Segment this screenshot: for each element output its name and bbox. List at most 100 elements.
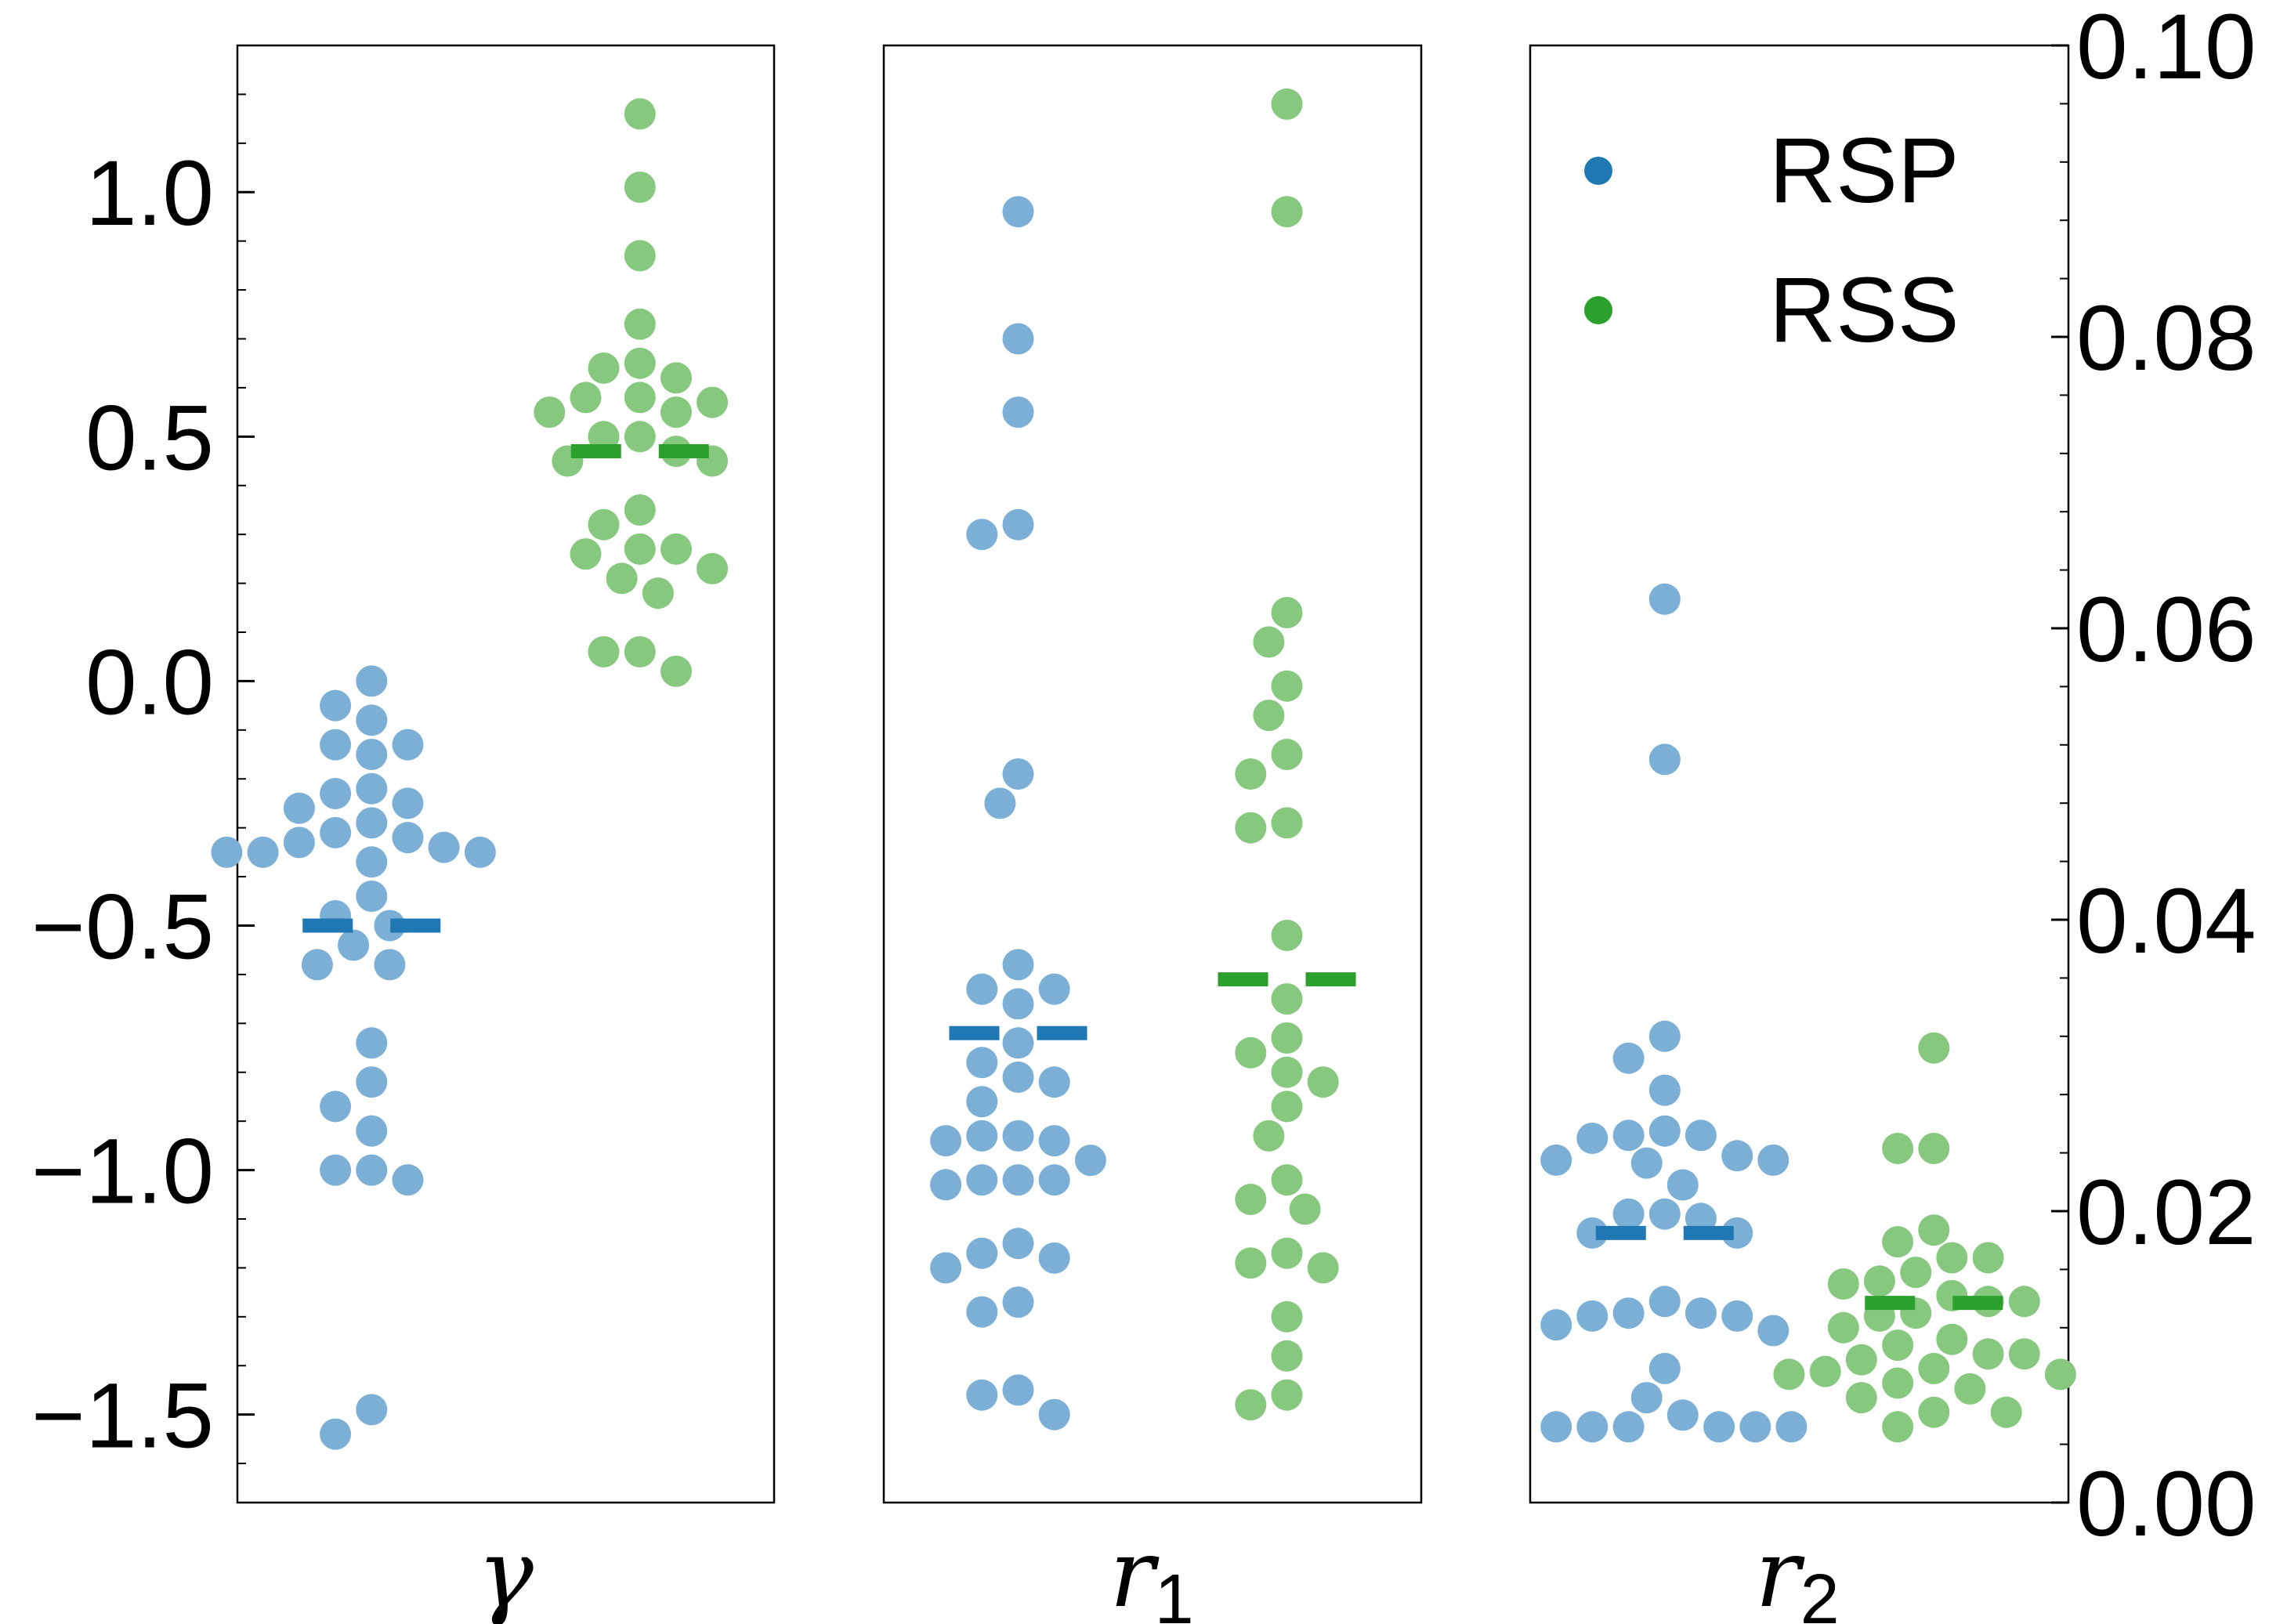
data-point-rss: [1235, 812, 1267, 844]
data-point-rsp: [320, 689, 352, 722]
data-point-rss: [697, 552, 729, 584]
data-point-rsp: [1648, 743, 1681, 776]
data-point-rsp: [1002, 1228, 1034, 1260]
data-point-rss: [624, 308, 656, 340]
data-point-rsp: [374, 949, 406, 981]
data-point-rss: [624, 240, 656, 272]
data-point-rsp: [283, 826, 315, 859]
data-point-rsp: [356, 881, 388, 912]
x-axis-label-r2: r2: [1755, 1520, 1839, 1624]
data-point-rss: [624, 347, 656, 379]
data-point-rss: [588, 636, 620, 667]
data-point-rsp: [1576, 1217, 1609, 1249]
data-point-rsp: [966, 1296, 998, 1328]
data-point-rss: [1235, 1247, 1267, 1279]
data-point-rss: [1271, 670, 1303, 702]
data-point-rss: [534, 396, 566, 429]
data-point-rss: [1271, 1300, 1303, 1333]
data-point-rsp: [356, 665, 388, 697]
data-point-rsp: [1612, 1198, 1645, 1230]
data-point-rsp: [1576, 1123, 1609, 1154]
data-point-rss: [1271, 1340, 1303, 1372]
data-point-rss: [1863, 1265, 1895, 1297]
data-point-rsp: [1002, 1286, 1034, 1318]
data-point-rsp: [283, 792, 315, 824]
data-point-rsp: [1540, 1411, 1572, 1443]
data-point-rsp: [1576, 1411, 1609, 1443]
data-point-rsp: [1612, 1297, 1645, 1329]
data-point-rsp: [1612, 1042, 1645, 1074]
data-point-rsp: [1540, 1309, 1572, 1341]
data-point-rsp: [356, 739, 388, 770]
data-point-rsp: [338, 929, 370, 961]
data-point-rss: [1271, 807, 1303, 839]
data-point-rsp: [356, 1066, 388, 1098]
data-point-rss: [1827, 1311, 1859, 1344]
data-point-rsp: [1666, 1169, 1699, 1201]
data-point-rsp: [1757, 1315, 1790, 1347]
data-point-rsp: [1002, 323, 1034, 355]
data-point-rsp: [1540, 1144, 1572, 1176]
y-tick-label: 1.0: [85, 142, 214, 245]
panel-r2: 0.00 0.02 0.04 0.06 0.08 0.10: [1529, 0, 2256, 1556]
data-point-rsp: [1002, 1119, 1034, 1152]
data-point-rss: [1307, 1066, 1339, 1098]
data-point-rss: [1271, 88, 1303, 120]
data-point-rsp: [320, 1091, 352, 1123]
data-point-rsp: [1739, 1411, 1771, 1443]
data-point-rss: [624, 533, 656, 565]
data-point-rsp: [1648, 1352, 1681, 1384]
data-point-rss: [1918, 1396, 1950, 1428]
data-point-rss: [1918, 1352, 1950, 1384]
data-point-rss: [697, 386, 729, 418]
y-tick-label: 0.06: [2076, 578, 2256, 682]
data-point-rss: [1882, 1329, 1914, 1362]
data-point-rss: [1845, 1382, 1877, 1414]
data-point-rsp: [1002, 988, 1034, 1020]
data-point-rsp: [464, 836, 496, 868]
legend-marker-rss: [1584, 296, 1612, 324]
data-point-rss: [570, 538, 602, 570]
data-point-rss: [1271, 1022, 1303, 1054]
data-point-rss: [2008, 1338, 2040, 1370]
data-point-rsp: [1648, 1286, 1681, 1318]
data-point-rss: [1882, 1411, 1914, 1443]
data-point-rsp: [1002, 396, 1034, 429]
data-point-rsp: [428, 831, 460, 863]
data-point-rss: [660, 362, 692, 394]
data-point-rss: [624, 636, 656, 667]
data-point-rss: [1253, 700, 1285, 732]
data-point-rss: [1271, 983, 1303, 1015]
data-point-rss: [1253, 626, 1285, 658]
data-point-rsp: [356, 1154, 388, 1186]
data-point-rss: [1900, 1257, 1932, 1289]
data-point-rss: [642, 577, 674, 609]
data-point-rsp: [930, 1252, 962, 1284]
data-point-rss: [570, 382, 602, 414]
data-point-rsp: [1002, 949, 1034, 981]
x-axis-label-r1: r1: [1109, 1520, 1193, 1624]
data-point-rss: [1271, 1164, 1303, 1196]
data-point-rss: [1271, 196, 1303, 228]
y-tick-label: 0.04: [2076, 870, 2256, 973]
data-point-rsp: [356, 704, 388, 736]
data-point-rss: [1882, 1226, 1914, 1258]
data-point-rsp: [374, 910, 406, 942]
y-tick-label: −1.5: [31, 1365, 214, 1468]
data-point-rsp: [1002, 1374, 1034, 1406]
data-point-rsp: [1612, 1411, 1645, 1443]
data-point-rsp: [320, 816, 352, 848]
data-point-rsp: [1576, 1300, 1609, 1332]
y-tick-label: 0.08: [2076, 287, 2256, 390]
plot-frame: [236, 44, 776, 1504]
data-point-rsp: [930, 1169, 962, 1201]
data-point-rss: [1827, 1268, 1859, 1300]
data-point-rss: [1271, 1091, 1303, 1123]
data-point-rss: [1271, 739, 1303, 770]
data-point-rss: [588, 352, 620, 384]
data-point-rss: [1918, 1133, 1950, 1164]
data-point-rss: [1918, 1214, 1950, 1246]
data-point-rss: [1936, 1323, 1968, 1355]
data-point-rss: [624, 494, 656, 526]
y-tick-label: 0.10: [2076, 0, 2256, 99]
